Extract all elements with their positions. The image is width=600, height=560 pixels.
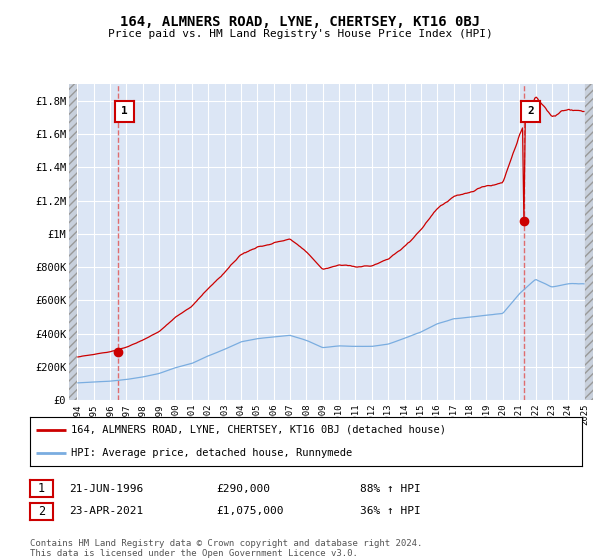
Text: £1,075,000: £1,075,000 — [216, 506, 284, 516]
Text: 2: 2 — [38, 505, 45, 518]
Text: 1: 1 — [121, 106, 128, 116]
Text: 164, ALMNERS ROAD, LYNE, CHERTSEY, KT16 0BJ: 164, ALMNERS ROAD, LYNE, CHERTSEY, KT16 … — [120, 15, 480, 29]
Text: 88% ↑ HPI: 88% ↑ HPI — [360, 484, 421, 494]
Bar — [584, 84, 593, 400]
Text: 164, ALMNERS ROAD, LYNE, CHERTSEY, KT16 0BJ (detached house): 164, ALMNERS ROAD, LYNE, CHERTSEY, KT16 … — [71, 425, 446, 435]
Text: 23-APR-2021: 23-APR-2021 — [69, 506, 143, 516]
Text: £290,000: £290,000 — [216, 484, 270, 494]
Text: Contains HM Land Registry data © Crown copyright and database right 2024.
This d: Contains HM Land Registry data © Crown c… — [30, 539, 422, 558]
Text: Price paid vs. HM Land Registry's House Price Index (HPI): Price paid vs. HM Land Registry's House … — [107, 29, 493, 39]
Text: 36% ↑ HPI: 36% ↑ HPI — [360, 506, 421, 516]
Text: 2: 2 — [527, 106, 534, 116]
Bar — [584, 84, 593, 400]
Text: 21-JUN-1996: 21-JUN-1996 — [69, 484, 143, 494]
Bar — [69, 84, 77, 400]
Text: 1: 1 — [38, 482, 45, 496]
Bar — [69, 84, 77, 400]
Text: HPI: Average price, detached house, Runnymede: HPI: Average price, detached house, Runn… — [71, 447, 353, 458]
